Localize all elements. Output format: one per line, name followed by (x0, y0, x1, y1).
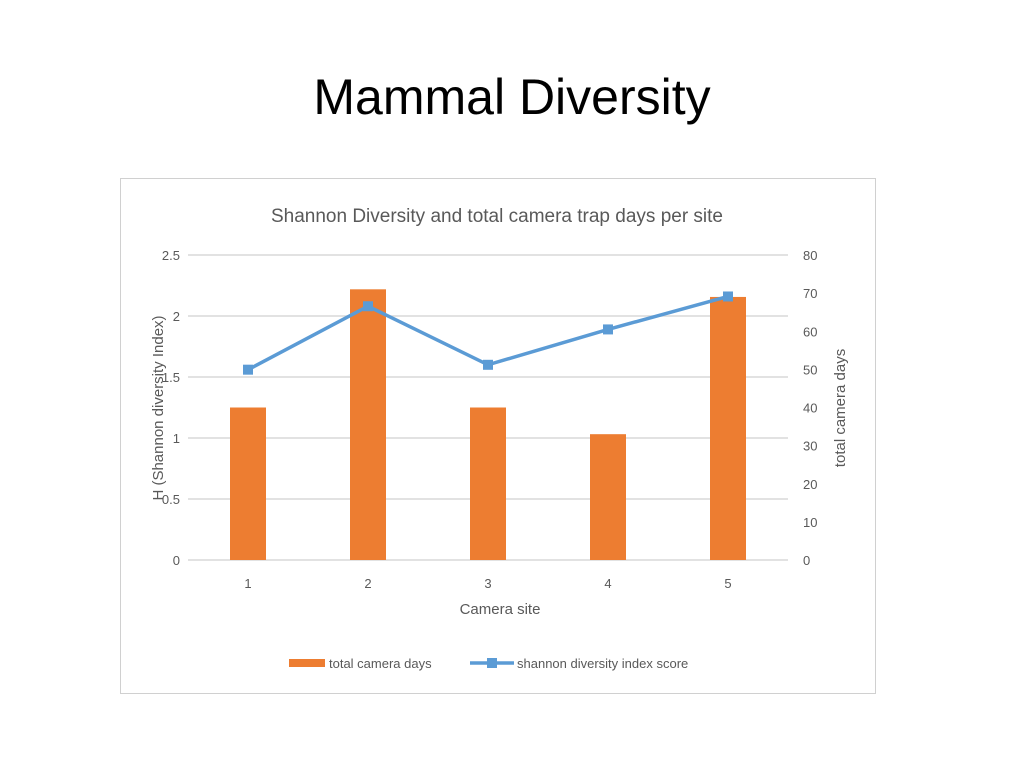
chart-title: Shannon Diversity and total camera trap … (271, 206, 723, 227)
legend-label: total camera days (329, 656, 432, 671)
bar (350, 289, 386, 560)
legend-line-marker (487, 658, 497, 668)
legend-bar-swatch (289, 659, 325, 667)
chart-frame (120, 178, 876, 694)
bar (710, 296, 746, 560)
y-left-tick-label: 1 (173, 431, 180, 446)
y-left-tick-label: 1.5 (162, 370, 180, 385)
y-right-tick-label: 20 (803, 477, 817, 492)
line-marker (723, 291, 733, 302)
line-marker (243, 364, 253, 375)
x-tick-label: 3 (484, 576, 491, 591)
x-tick-label: 5 (724, 576, 731, 591)
y-left-tick-label: 2.5 (162, 248, 180, 263)
bar (470, 407, 506, 560)
y-right-tick-label: 40 (803, 401, 817, 416)
y-right-tick-label: 80 (803, 248, 817, 263)
y-right-tick-label: 30 (803, 439, 817, 454)
series-line (247, 294, 729, 372)
x-tick-label: 2 (364, 576, 371, 591)
y-left-tick-label: 0 (173, 553, 180, 568)
y-left-axis-label: H (Shannon diversity Index) (150, 315, 167, 500)
x-axis-label: Camera site (460, 601, 541, 618)
y-right-tick-label: 60 (803, 324, 817, 339)
y-left-tick-label: 0.5 (162, 492, 180, 507)
y-left-tick-label: 2 (173, 309, 180, 324)
x-tick-label: 1 (244, 576, 251, 591)
y-right-tick-label: 50 (803, 362, 817, 377)
line-marker (603, 324, 613, 335)
y-right-axis-label: total camera days (832, 349, 849, 467)
legend-label: shannon diversity index score (517, 656, 688, 671)
bar (590, 434, 626, 560)
bar (230, 407, 266, 560)
y-right-tick-label: 70 (803, 286, 817, 301)
line-marker (363, 301, 373, 312)
y-right-tick-label: 0 (803, 553, 810, 568)
y-right-tick-label: 10 (803, 515, 817, 530)
x-tick-label: 4 (604, 576, 611, 591)
slide-title: Mammal Diversity (313, 69, 711, 125)
line-marker (483, 359, 493, 370)
